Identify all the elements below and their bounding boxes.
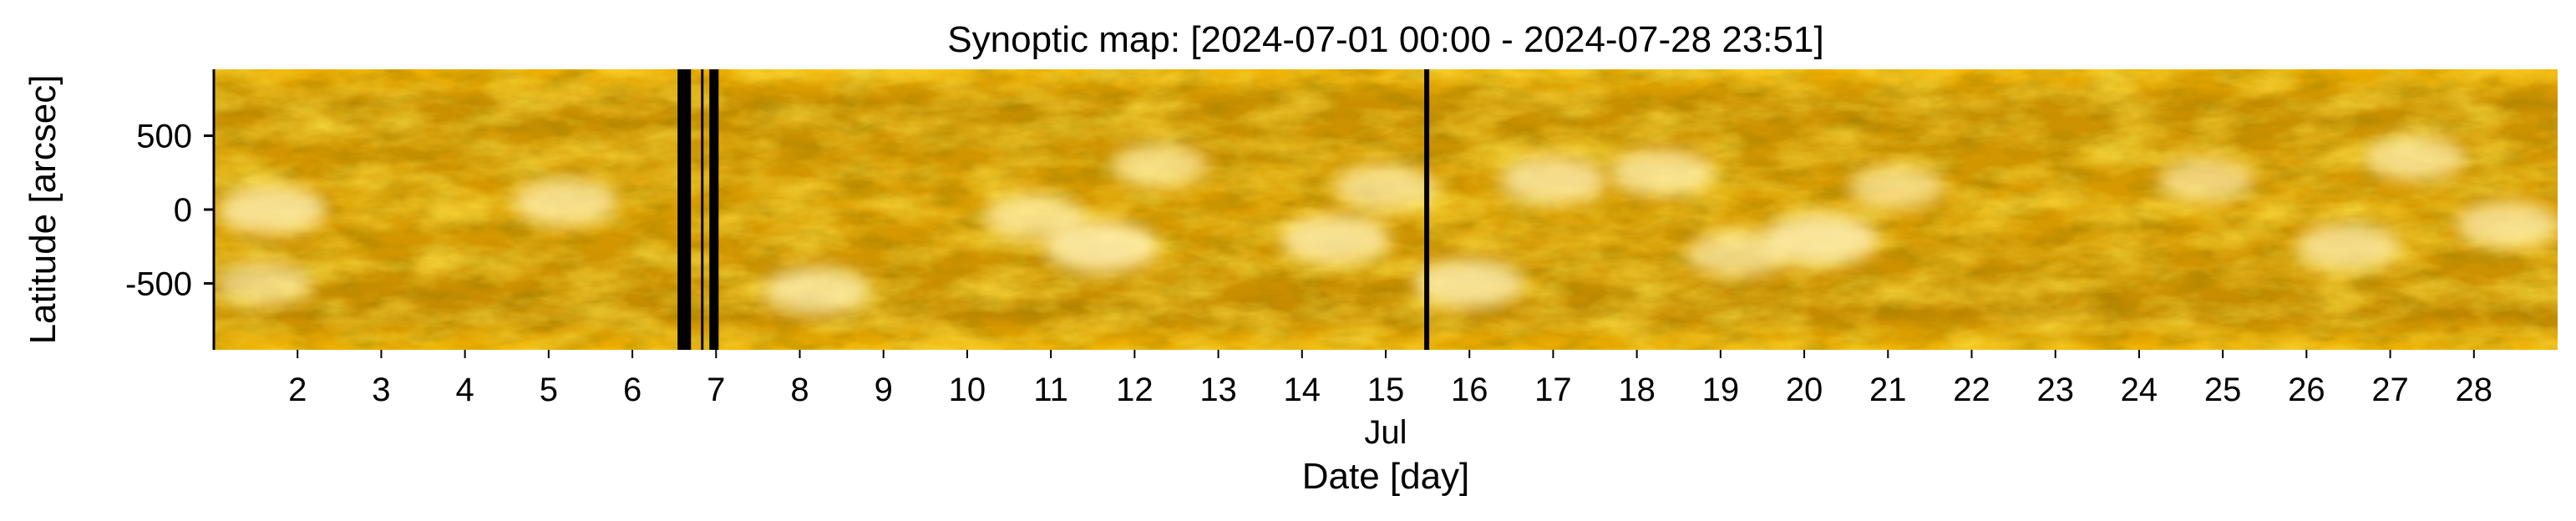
bright-region bbox=[1043, 220, 1159, 273]
bright-region bbox=[217, 185, 327, 235]
x-tick-label: 16 bbox=[1451, 372, 1488, 408]
x-tick-label: 26 bbox=[2288, 372, 2325, 408]
x-tick-label: 4 bbox=[456, 372, 474, 408]
x-tick-label: 25 bbox=[2204, 372, 2242, 408]
x-tick-label: 22 bbox=[1953, 372, 1990, 408]
chart-title: Synoptic map: [2024-07-01 00:00 - 2024-0… bbox=[947, 19, 1823, 60]
bright-region bbox=[2455, 200, 2558, 249]
x-tick-label: 11 bbox=[1033, 372, 1068, 408]
x-tick-label: 28 bbox=[2456, 372, 2493, 408]
x-tick-label: 10 bbox=[949, 372, 986, 408]
x-tick-label: 13 bbox=[1199, 372, 1237, 408]
bright-region bbox=[1686, 230, 1788, 277]
bright-region bbox=[513, 178, 618, 226]
data-gaps bbox=[677, 69, 1430, 350]
x-tick-label: 6 bbox=[623, 372, 641, 408]
data-gap bbox=[701, 69, 704, 350]
x-tick-label: 24 bbox=[2121, 372, 2158, 408]
x-axis-ticks: 2 3 4 5 6 7 8 9 10 11 12 13 14 15 16 17 18 19 20 21 22 23 24 25… bbox=[288, 350, 2492, 408]
x-tick-label: 7 bbox=[707, 372, 725, 408]
y-tick-label: -500 bbox=[125, 266, 192, 302]
bright-region bbox=[1414, 258, 1524, 309]
x-tick-label: 12 bbox=[1116, 372, 1154, 408]
x-tick-label: 21 bbox=[1869, 372, 1907, 408]
bright-region bbox=[2364, 134, 2467, 181]
bright-region bbox=[216, 261, 313, 306]
y-tick-label: 0 bbox=[174, 192, 192, 229]
y-axis-ticks: 500 0 -500 bbox=[125, 119, 214, 302]
plot-area bbox=[214, 69, 2558, 350]
bright-region bbox=[2295, 222, 2401, 271]
x-tick-label: 23 bbox=[2036, 372, 2074, 408]
bright-regions bbox=[216, 134, 2558, 316]
x-tick-label: 19 bbox=[1702, 372, 1740, 408]
bright-region bbox=[1848, 165, 1945, 210]
x-tick-label: 2 bbox=[288, 372, 307, 408]
bright-region bbox=[1610, 149, 1715, 197]
x-tick-label: 3 bbox=[372, 372, 390, 408]
x-tick-label: 8 bbox=[790, 372, 809, 408]
x-tick-label: 18 bbox=[1618, 372, 1656, 408]
x-tick-label: 27 bbox=[2371, 372, 2409, 408]
bright-region bbox=[1280, 214, 1391, 265]
data-gap bbox=[709, 69, 719, 350]
x-tick-label: 9 bbox=[875, 372, 893, 408]
x-tick-label: 14 bbox=[1284, 372, 1321, 408]
x-tick-label: 15 bbox=[1367, 372, 1405, 408]
x-tick-label: 17 bbox=[1534, 372, 1572, 408]
x-tick-label: 5 bbox=[540, 372, 558, 408]
data-gap bbox=[677, 69, 692, 350]
x-axis-label: Date [day] bbox=[1302, 456, 1470, 497]
y-tick-label: 500 bbox=[136, 119, 192, 155]
data-gap bbox=[1424, 69, 1430, 350]
bright-region bbox=[1763, 213, 1879, 266]
bright-region bbox=[1111, 143, 1209, 188]
bright-region bbox=[1335, 164, 1437, 211]
bright-region bbox=[2158, 158, 2255, 203]
x-month-label: Jul bbox=[1364, 414, 1407, 451]
bright-region bbox=[763, 266, 870, 316]
x-tick-label: 20 bbox=[1786, 372, 1823, 408]
bright-region bbox=[1499, 155, 1607, 205]
y-axis-label: Latitude [arcsec] bbox=[23, 75, 63, 345]
